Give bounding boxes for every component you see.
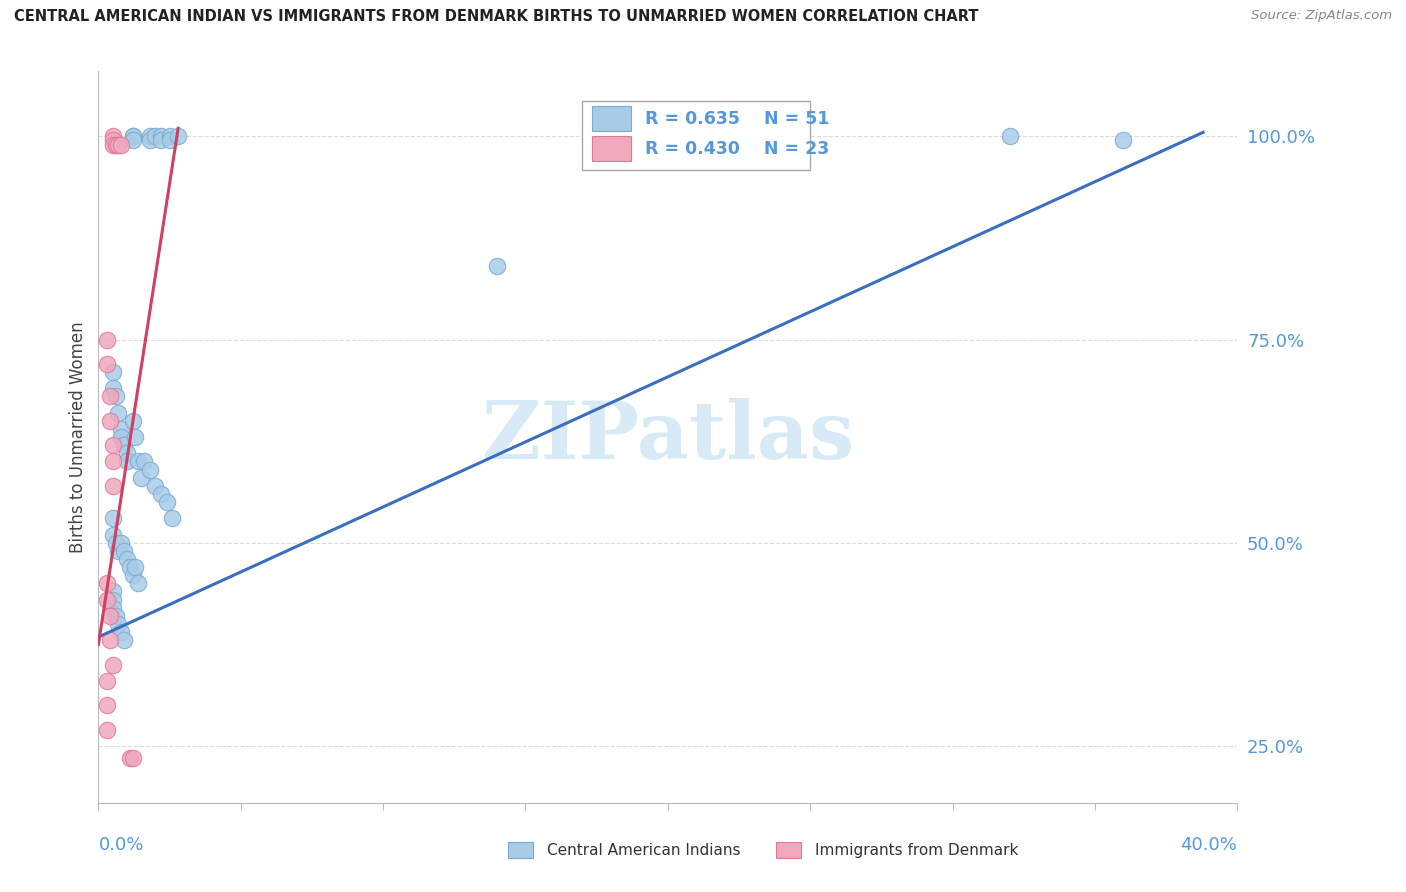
Point	[121, 751, 143, 765]
Point	[159, 129, 181, 144]
Point	[121, 568, 143, 582]
Point	[110, 422, 132, 436]
Point	[110, 137, 132, 152]
Point	[101, 137, 124, 152]
Y-axis label: Births to Unmarried Women: Births to Unmarried Women	[69, 321, 87, 553]
Point	[150, 133, 173, 147]
Point	[1112, 133, 1135, 147]
FancyBboxPatch shape	[509, 842, 533, 858]
Point	[98, 389, 121, 403]
Point	[96, 357, 118, 371]
Point	[104, 389, 127, 403]
Point	[101, 438, 124, 452]
Text: R = 0.635    N = 51: R = 0.635 N = 51	[645, 110, 830, 128]
FancyBboxPatch shape	[592, 106, 631, 130]
Point	[115, 454, 138, 468]
Point	[145, 479, 167, 493]
Text: Immigrants from Denmark: Immigrants from Denmark	[814, 843, 1018, 858]
Point	[110, 625, 132, 640]
Point	[118, 560, 141, 574]
Point	[121, 129, 143, 144]
Point	[124, 560, 146, 574]
Point	[162, 511, 184, 525]
Point	[138, 462, 160, 476]
Point	[101, 133, 124, 147]
Point	[96, 333, 118, 347]
Point	[115, 552, 138, 566]
Point	[104, 535, 127, 549]
Point	[115, 446, 138, 460]
Point	[101, 592, 124, 607]
FancyBboxPatch shape	[592, 136, 631, 161]
Point	[98, 414, 121, 428]
Text: CENTRAL AMERICAN INDIAN VS IMMIGRANTS FROM DENMARK BIRTHS TO UNMARRIED WOMEN COR: CENTRAL AMERICAN INDIAN VS IMMIGRANTS FR…	[14, 9, 979, 24]
Point	[156, 495, 179, 509]
Point	[127, 576, 149, 591]
Point	[112, 633, 135, 648]
Point	[150, 129, 173, 144]
Point	[107, 137, 129, 152]
Point	[150, 487, 173, 501]
Point	[107, 617, 129, 632]
Point	[486, 260, 509, 274]
Point	[96, 723, 118, 737]
Text: R = 0.430    N = 23: R = 0.430 N = 23	[645, 139, 830, 158]
Point	[107, 544, 129, 558]
Point	[101, 381, 124, 395]
Point	[101, 511, 124, 525]
Point	[112, 544, 135, 558]
Point	[104, 608, 127, 623]
Point	[167, 129, 190, 144]
Point	[127, 454, 149, 468]
Point	[110, 430, 132, 444]
Point	[101, 479, 124, 493]
Point	[121, 414, 143, 428]
Point	[145, 129, 167, 144]
Point	[110, 535, 132, 549]
Point	[138, 133, 160, 147]
Point	[96, 673, 118, 688]
Point	[104, 137, 127, 152]
Point	[124, 430, 146, 444]
Point	[96, 698, 118, 713]
Point	[101, 657, 124, 672]
Point	[121, 133, 143, 147]
Point	[101, 454, 124, 468]
Point	[96, 592, 118, 607]
Point	[101, 129, 124, 144]
Point	[101, 600, 124, 615]
Point	[138, 129, 160, 144]
Point	[121, 129, 143, 144]
FancyBboxPatch shape	[776, 842, 801, 858]
Text: ZIPatlas: ZIPatlas	[482, 398, 853, 476]
Point	[112, 438, 135, 452]
Point	[998, 129, 1021, 144]
Point	[98, 608, 121, 623]
Point	[98, 633, 121, 648]
Point	[96, 576, 118, 591]
Text: Source: ZipAtlas.com: Source: ZipAtlas.com	[1251, 9, 1392, 22]
Point	[132, 454, 155, 468]
Point	[129, 471, 152, 485]
Text: Central American Indians: Central American Indians	[547, 843, 741, 858]
Point	[107, 406, 129, 420]
Point	[159, 133, 181, 147]
Point	[101, 584, 124, 599]
Point	[118, 751, 141, 765]
Text: 0.0%: 0.0%	[98, 836, 143, 854]
Text: 40.0%: 40.0%	[1181, 836, 1237, 854]
FancyBboxPatch shape	[582, 101, 810, 170]
Point	[101, 527, 124, 541]
Point	[101, 365, 124, 379]
